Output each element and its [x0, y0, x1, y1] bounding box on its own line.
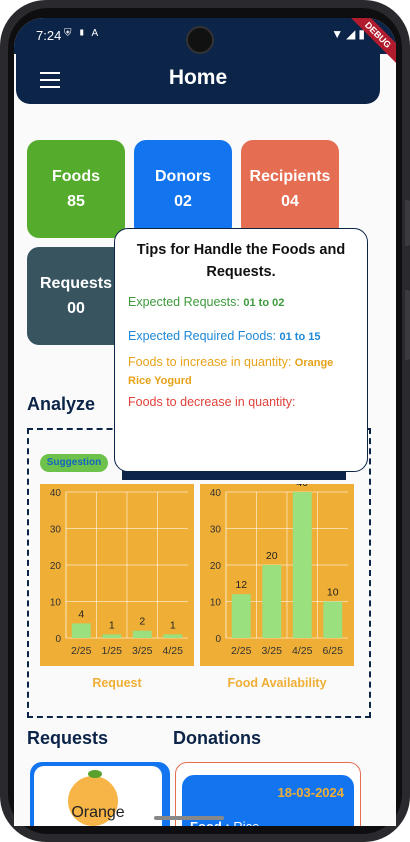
- requests-heading: Requests: [27, 728, 109, 748]
- food-chart-title: Food Availability: [227, 676, 327, 690]
- volume-button: [405, 200, 410, 246]
- app-bar: Home: [16, 54, 380, 104]
- analyze-heading: Analyze: [27, 394, 96, 414]
- tips-popup: Tips for Handle the Foods and Requests. …: [114, 228, 368, 472]
- y-tick-label: 40: [210, 488, 222, 499]
- bar: [262, 565, 282, 638]
- suggestion-chip[interactable]: Suggestion: [40, 454, 108, 472]
- donation-date: 18-03-2024: [277, 785, 345, 800]
- home-indicator: [154, 816, 224, 820]
- donations-heading: Donations: [173, 728, 261, 748]
- bar-value-label: 1: [109, 619, 115, 631]
- tile-donors[interactable]: Donors 02: [134, 140, 232, 238]
- tip-expected-foods: Expected Required Foods: 01 to 15: [128, 329, 320, 343]
- bar: [323, 601, 343, 638]
- food-availability-chart-svg: 0 10 20 30 40 12 2/25 20 3/25 40 4/25 10 6/25: [210, 477, 348, 657]
- tile-foods-value: 85: [67, 193, 85, 210]
- y-tick-label: 20: [210, 561, 222, 572]
- screen: 7:24 ⛨▮A ▼◢▮ DEBUG Home Foods 85 Donors …: [14, 18, 396, 826]
- signal-battery-icons: ▼◢▮: [331, 27, 368, 41]
- y-tick-label: 0: [55, 634, 61, 645]
- bar-value-label: 12: [235, 579, 247, 591]
- bar-value-label: 4: [78, 608, 84, 620]
- bar: [292, 492, 312, 638]
- bar: [163, 634, 183, 638]
- bar: [132, 630, 152, 638]
- status-bar: 7:24 ⛨▮A ▼◢▮ DEBUG: [14, 18, 396, 69]
- tile-recipients[interactable]: Recipients 04: [241, 140, 339, 238]
- x-tick-label: 3/25: [262, 645, 283, 657]
- bar-value-label: 40: [296, 484, 308, 489]
- tip-expected-requests-label: Expected Requests:: [128, 295, 240, 309]
- x-tick-label: 2/25: [71, 645, 92, 657]
- donation-food: Food : Rice: [190, 819, 259, 826]
- tile-requests-value: 00: [67, 300, 85, 317]
- tile-recipients-value: 04: [281, 193, 299, 210]
- x-tick-label: 3/25: [132, 645, 153, 657]
- y-tick-label: 20: [50, 561, 62, 572]
- tile-foods[interactable]: Foods 85: [27, 140, 125, 238]
- y-tick-label: 30: [50, 525, 62, 536]
- tile-requests[interactable]: Requests 00: [27, 247, 125, 345]
- tile-requests-label: Requests: [39, 275, 113, 292]
- bar-value-label: 1: [170, 619, 176, 631]
- tip-increase-label: Foods to increase in quantity:: [128, 355, 292, 369]
- x-tick-label: 4/25: [163, 645, 184, 657]
- tile-foods-label: Foods: [52, 168, 100, 185]
- request-chart-title: Request: [92, 676, 142, 690]
- request-chart-svg: 0 10 20 30 40 4 2/25 1 1/25 2 3/25 1 4/25: [50, 488, 188, 657]
- tip-decrease: Foods to decrease in quantity:: [128, 395, 295, 409]
- tile-donors-label: Donors: [155, 168, 211, 185]
- menu-icon[interactable]: [40, 72, 60, 88]
- tile-recipients-label: Recipients: [249, 168, 331, 185]
- donation-food-value: Rice: [233, 819, 259, 826]
- request-chart: 0 10 20 30 40 4 2/25 1 1/25 2 3/25 1 4/25: [40, 484, 194, 666]
- y-tick-label: 10: [210, 598, 222, 609]
- orange-fruit-icon: [68, 770, 118, 826]
- tip-expected-requests: Expected Requests: 01 to 02: [128, 295, 284, 309]
- status-time: 7:24: [36, 28, 62, 43]
- tip-decrease-label: Foods to decrease in quantity:: [128, 395, 296, 409]
- notification-icons: ⛨▮A: [64, 28, 105, 39]
- request-card-label: Orange: [71, 804, 125, 821]
- y-tick-label: 0: [215, 634, 221, 645]
- donation-food-label: Food :: [190, 819, 230, 826]
- request-card-inner: Orange: [34, 766, 162, 826]
- tip-increase-value: Orange Rice Yogurd: [128, 357, 334, 387]
- y-tick-label: 30: [210, 525, 222, 536]
- power-button: [405, 290, 410, 360]
- tip-expected-foods-value: 01 to 15: [279, 331, 321, 343]
- y-tick-label: 10: [50, 598, 62, 609]
- request-card[interactable]: Orange: [30, 762, 170, 826]
- camera-icon: [186, 26, 214, 54]
- x-tick-label: 4/25: [292, 645, 313, 657]
- tip-expected-foods-label: Expected Required Foods:: [128, 329, 277, 343]
- tile-donors-value: 02: [174, 193, 192, 210]
- y-tick-label: 40: [50, 488, 62, 499]
- x-tick-label: 2/25: [231, 645, 252, 657]
- bar: [71, 623, 91, 638]
- bar-value-label: 20: [266, 550, 278, 562]
- tips-title: Tips for Handle the Foods and Requests.: [136, 242, 346, 280]
- x-tick-label: 6/25: [323, 645, 344, 657]
- food-availability-chart: 0 10 20 30 40 12 2/25 20 3/25 40 4/25 10 6/25: [200, 477, 354, 666]
- x-tick-label: 1/25: [102, 645, 123, 657]
- page-title: Home: [168, 66, 228, 89]
- bar-value-label: 10: [327, 587, 339, 599]
- tip-increase: Foods to increase in quantity: Orange Ri…: [128, 354, 354, 390]
- tip-expected-requests-value: 01 to 02: [243, 297, 285, 309]
- bar-value-label: 2: [139, 616, 145, 628]
- bar: [231, 594, 251, 638]
- bar: [102, 634, 122, 638]
